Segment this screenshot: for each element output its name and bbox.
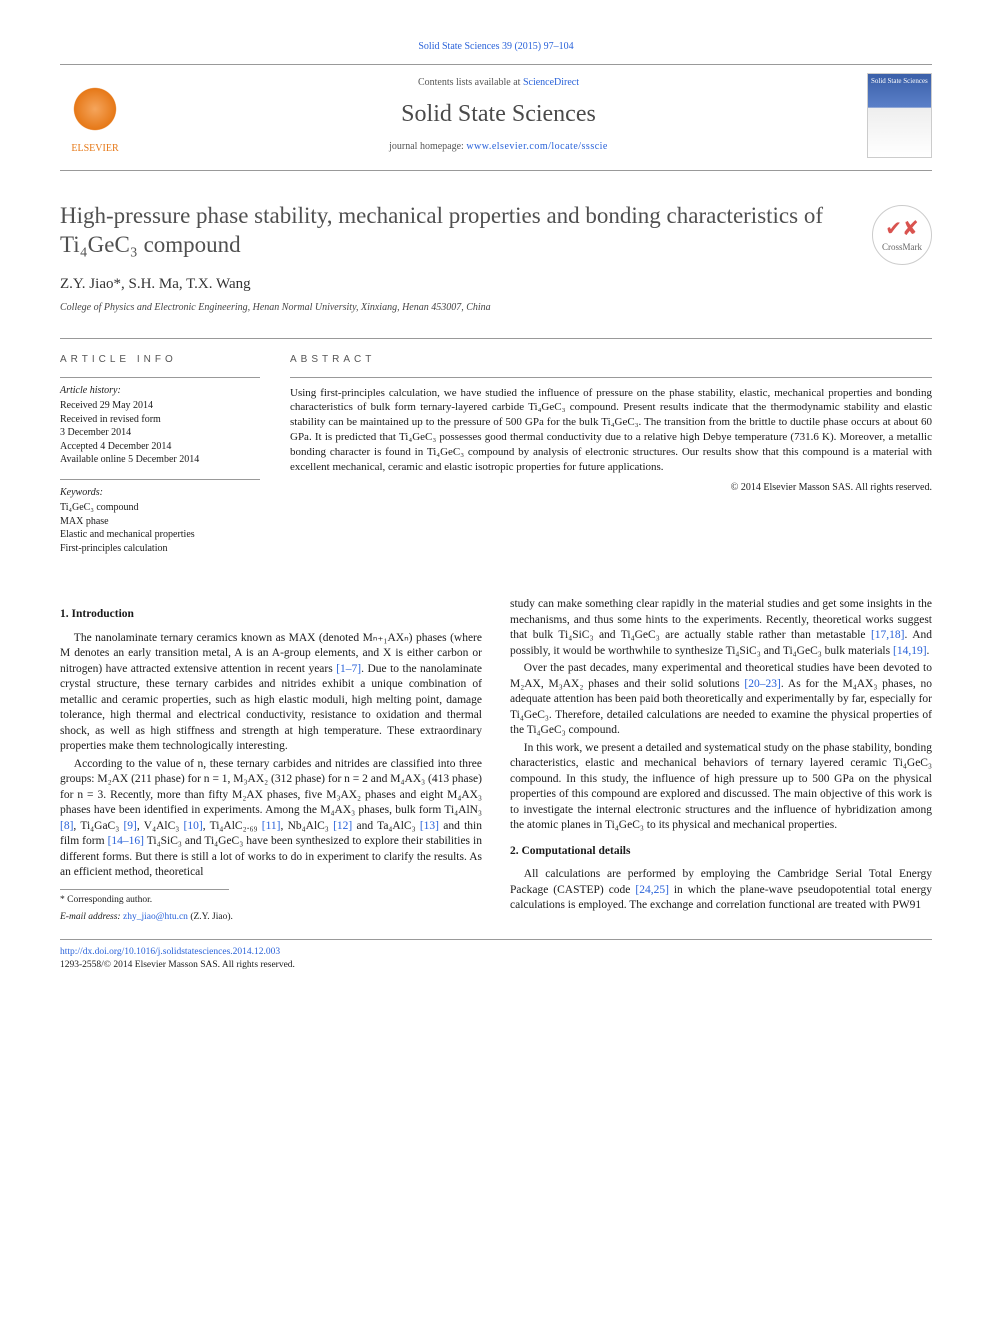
- info-heading: ARTICLE INFO: [60, 353, 260, 367]
- publisher-name: ELSEVIER: [71, 142, 118, 156]
- homepage-link[interactable]: www.elsevier.com/locate/ssscie: [466, 141, 608, 152]
- history-line: Received 29 May 2014: [60, 399, 260, 413]
- keyword: Ti₄GeC₃ compound: [60, 501, 260, 515]
- elsevier-tree-icon: [70, 87, 120, 142]
- keywords: Keywords: Ti₄GeC₃ compound MAX phase Ela…: [60, 479, 260, 556]
- keyword: Elastic and mechanical properties: [60, 528, 260, 542]
- body-paragraph: study can make something clear rapidly i…: [510, 597, 932, 659]
- header-center: Contents lists available at ScienceDirec…: [150, 76, 847, 153]
- contents-prefix: Contents lists available at: [418, 77, 523, 88]
- body-paragraph: According to the value of n, these terna…: [60, 757, 482, 881]
- article-history: Article history: Received 29 May 2014 Re…: [60, 377, 260, 467]
- keyword: MAX phase: [60, 515, 260, 529]
- title-text: High-pressure phase stability, mechanica…: [60, 203, 823, 258]
- body-paragraph: The nanolaminate ternary ceramics known …: [60, 631, 482, 755]
- contents-line: Contents lists available at ScienceDirec…: [150, 76, 847, 90]
- journal-header: ELSEVIER Contents lists available at Sci…: [60, 64, 932, 171]
- history-line: Received in revised form: [60, 413, 260, 427]
- history-label: Article history:: [60, 384, 260, 398]
- history-line: 3 December 2014: [60, 426, 260, 440]
- homepage-prefix: journal homepage:: [389, 141, 466, 152]
- email-label: E-mail address:: [60, 912, 123, 922]
- authors: Z.Y. Jiao*, S.H. Ma, T.X. Wang: [60, 274, 932, 294]
- journal-name: Solid State Sciences: [150, 98, 847, 130]
- history-line: Available online 5 December 2014: [60, 453, 260, 467]
- corresponding-author: * Corresponding author.: [60, 894, 482, 907]
- abstract: ABSTRACT Using first-principles calculat…: [290, 353, 932, 567]
- info-abstract-row: ARTICLE INFO Article history: Received 2…: [60, 338, 932, 567]
- section-heading: 2. Computational details: [510, 844, 932, 860]
- body-paragraph: Over the past decades, many experimental…: [510, 661, 932, 739]
- article-info: ARTICLE INFO Article history: Received 2…: [60, 353, 260, 567]
- citation: Solid State Sciences 39 (2015) 97–104: [60, 40, 932, 54]
- section-heading: 1. Introduction: [60, 607, 482, 623]
- crossmark-check-icon: ✔✘: [885, 216, 919, 242]
- doi-link[interactable]: http://dx.doi.org/10.1016/j.solidstatesc…: [60, 946, 932, 959]
- journal-cover-thumbnail: Solid State Sciences: [867, 73, 932, 158]
- keyword: First-principles calculation: [60, 542, 260, 556]
- email-link[interactable]: zhy_jiao@htu.cn: [123, 912, 188, 922]
- sciencedirect-link[interactable]: ScienceDirect: [523, 77, 579, 88]
- body-paragraph: In this work, we present a detailed and …: [510, 741, 932, 834]
- issn-copyright: 1293-2558/© 2014 Elsevier Masson SAS. Al…: [60, 959, 932, 972]
- elsevier-logo: ELSEVIER: [60, 75, 130, 155]
- abstract-heading: ABSTRACT: [290, 353, 932, 367]
- crossmark-label: CrossMark: [882, 242, 922, 254]
- keywords-label: Keywords:: [60, 486, 260, 500]
- abstract-text: Using first-principles calculation, we h…: [290, 377, 932, 475]
- page-footer: http://dx.doi.org/10.1016/j.solidstatesc…: [60, 939, 932, 972]
- abstract-copyright: © 2014 Elsevier Masson SAS. All rights r…: [290, 481, 932, 495]
- crossmark-badge[interactable]: ✔✘ CrossMark: [872, 205, 932, 265]
- corresponding-email: E-mail address: zhy_jiao@htu.cn (Z.Y. Ji…: [60, 911, 482, 924]
- footnote-separator: [60, 889, 229, 890]
- article-body: 1. Introduction The nanolaminate ternary…: [60, 597, 932, 923]
- homepage-line: journal homepage: www.elsevier.com/locat…: [150, 140, 847, 154]
- article-title: High-pressure phase stability, mechanica…: [60, 201, 932, 261]
- email-who: (Z.Y. Jiao).: [188, 912, 233, 922]
- body-paragraph: All calculations are performed by employ…: [510, 867, 932, 914]
- history-line: Accepted 4 December 2014: [60, 440, 260, 454]
- affiliation: College of Physics and Electronic Engine…: [60, 301, 932, 315]
